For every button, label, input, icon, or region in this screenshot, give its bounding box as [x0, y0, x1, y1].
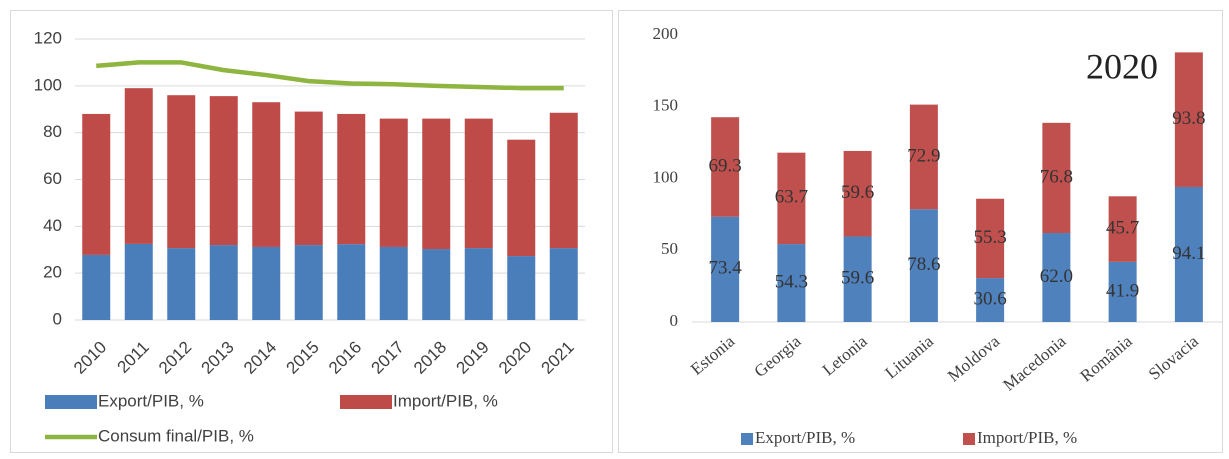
bar-segment	[843, 236, 872, 322]
bar-segment	[1108, 196, 1137, 262]
bar-segment	[909, 104, 938, 210]
bar-segment	[82, 254, 111, 320]
y-tick-label: 60	[43, 169, 62, 188]
bar-segment	[82, 113, 111, 255]
data-label: 73.4	[709, 258, 743, 279]
legend-swatch	[340, 395, 392, 409]
bar-segment	[976, 278, 1005, 322]
data-label: 45.7	[1106, 217, 1139, 238]
data-label: 59.6	[841, 268, 874, 289]
legend-swatch	[741, 433, 753, 445]
bar-segment	[549, 112, 578, 249]
bar-segment	[124, 88, 153, 244]
bar-segment	[464, 248, 493, 320]
legend-label: Import/PIB, %	[393, 391, 498, 410]
bar-segment	[711, 117, 740, 217]
bar-segment	[379, 246, 408, 320]
bar-segment	[777, 244, 806, 322]
bar-segment	[976, 198, 1005, 279]
bar-segment	[909, 209, 938, 322]
data-label: 55.3	[974, 227, 1007, 248]
bar-segment	[252, 246, 281, 320]
bar-segment	[294, 245, 323, 320]
bar-segment	[167, 248, 196, 320]
bar-segment	[294, 111, 323, 246]
bar-segment	[422, 249, 451, 320]
data-label: 72.9	[907, 145, 940, 166]
data-label: 59.6	[841, 182, 874, 203]
y-tick-label: 0	[670, 311, 679, 330]
bar-segment	[252, 102, 281, 247]
data-label: 78.6	[907, 254, 940, 275]
bar-segment	[124, 243, 153, 320]
legend-swatch	[963, 433, 975, 445]
legend-label: Import/PIB, %	[977, 428, 1077, 447]
bar-segment	[1042, 233, 1071, 322]
legend-label: Consum final/PIB, %	[98, 426, 254, 445]
data-label: 62.0	[1040, 266, 1073, 287]
data-label: 94.1	[1172, 243, 1205, 264]
y-tick-label: 120	[34, 28, 62, 47]
bar-segment	[209, 245, 238, 320]
bar-segment	[507, 256, 536, 320]
legend-swatch	[45, 395, 97, 409]
bar-segment	[1174, 52, 1203, 187]
annotation: 2020	[1086, 46, 1158, 86]
bar-segment	[777, 152, 806, 245]
bar-segment	[843, 150, 872, 237]
bar-segment	[711, 216, 740, 322]
y-tick-label: 100	[653, 167, 679, 186]
bar-segment	[549, 248, 578, 320]
bar-segment	[507, 139, 536, 257]
data-label: 30.6	[974, 288, 1007, 309]
bar-segment	[464, 118, 493, 249]
bar-segment	[379, 118, 408, 247]
y-tick-label: 150	[653, 96, 679, 115]
y-tick-label: 40	[43, 216, 62, 235]
bar-segment	[337, 244, 366, 320]
bar-segment	[167, 95, 196, 249]
y-tick-label: 50	[661, 239, 678, 258]
y-tick-label: 0	[53, 309, 62, 328]
legend-label: Export/PIB, %	[98, 391, 204, 410]
y-tick-label: 80	[43, 122, 62, 141]
line-series	[96, 60, 564, 91]
data-label: 93.8	[1172, 108, 1205, 129]
bar-segment	[422, 118, 451, 250]
data-label: 54.3	[775, 271, 808, 292]
data-label: 41.9	[1106, 280, 1139, 301]
legend-label: Export/PIB, %	[755, 428, 855, 447]
bar-segment	[209, 96, 238, 246]
data-label: 69.3	[709, 155, 742, 176]
y-tick-label: 100	[34, 75, 62, 94]
bar-segment	[1174, 186, 1203, 322]
data-label: 76.8	[1040, 166, 1073, 187]
y-tick-label: 200	[653, 24, 679, 43]
y-tick-label: 20	[43, 263, 62, 282]
data-label: 63.7	[775, 187, 808, 208]
bar-segment	[1108, 261, 1137, 322]
bar-segment	[337, 113, 366, 245]
bar-segment	[1042, 122, 1071, 234]
